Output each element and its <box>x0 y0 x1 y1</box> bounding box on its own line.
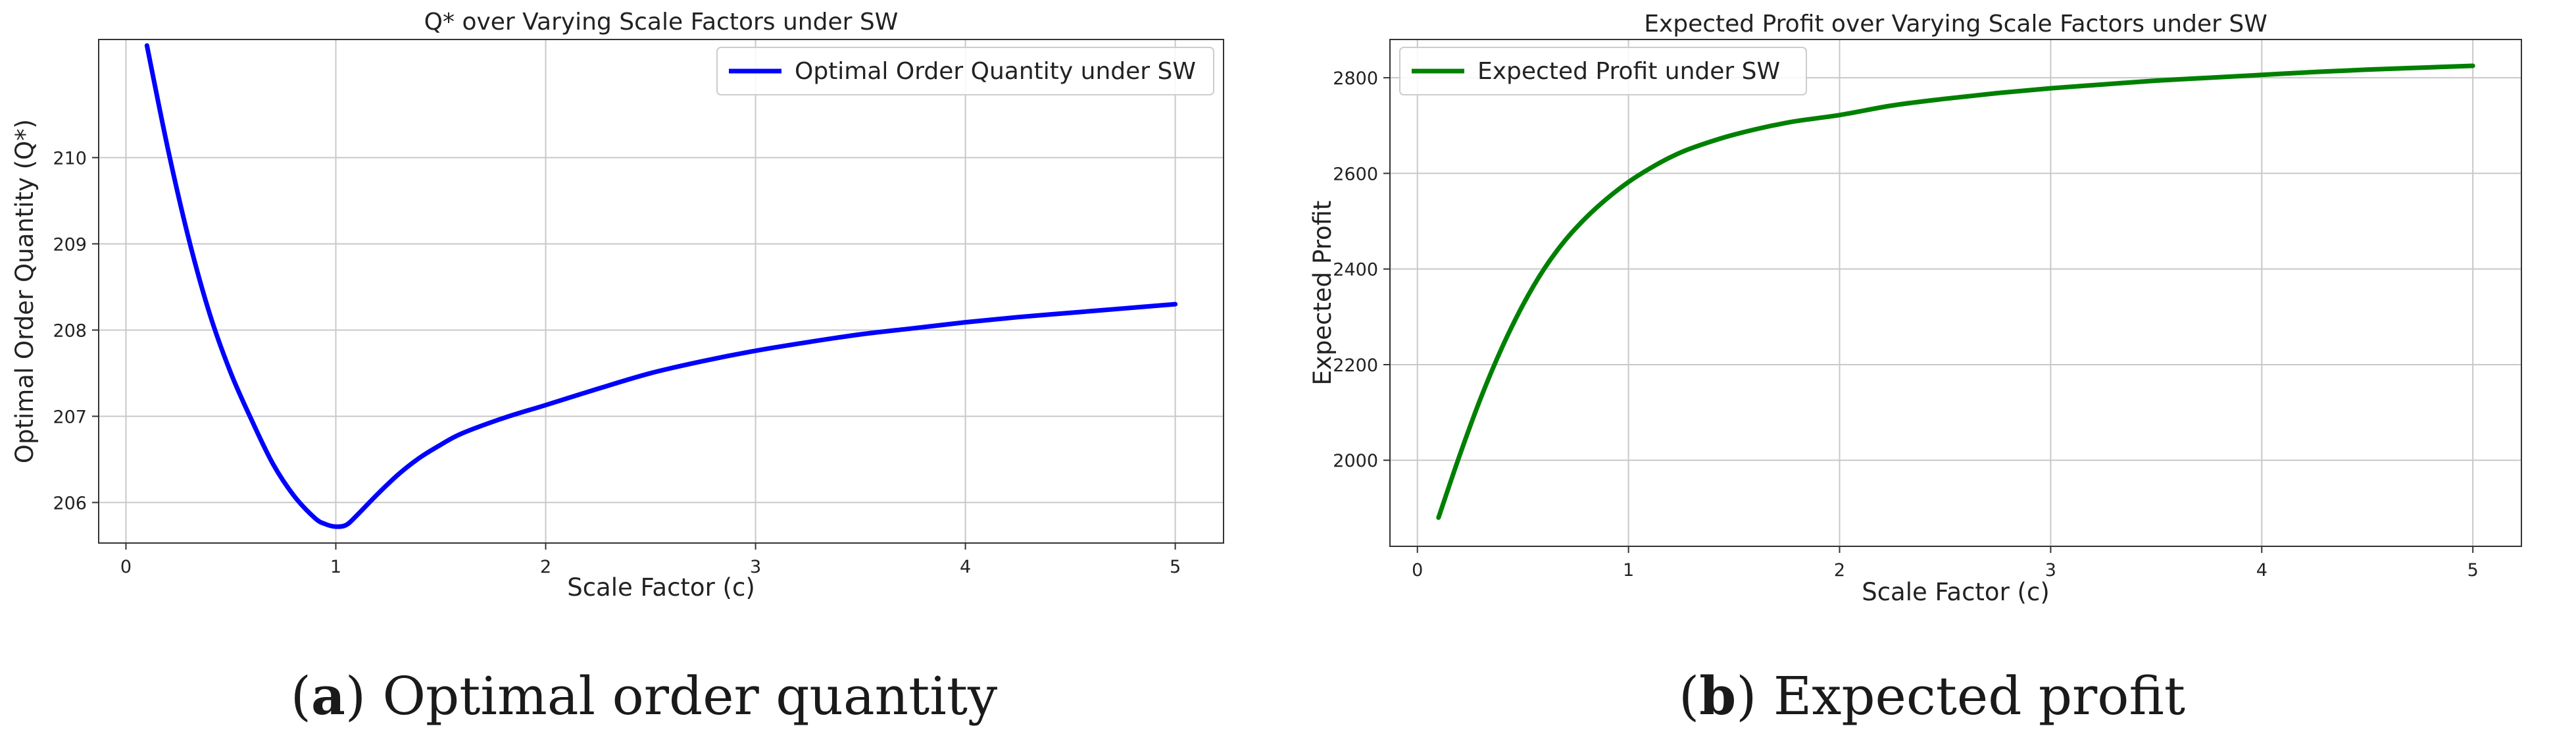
chart-a-legend-label-0: Optimal Order Quantity under SW <box>795 58 1196 85</box>
caption-b-letter: b <box>1699 665 1737 727</box>
chart-a-xtick-label-3: 3 <box>750 557 761 577</box>
chart-a-title: Q* over Varying Scale Factors under SW <box>424 9 899 36</box>
caption-a-letter: a <box>310 665 345 727</box>
caption-b: (b) Expected profit <box>1679 665 2185 727</box>
chart-a-xtick-label-5: 5 <box>1170 557 1181 577</box>
chart-a-frame <box>98 39 1224 544</box>
chart-b-legend <box>1399 47 1807 95</box>
chart-b-xtick-label-5: 5 <box>2467 560 2479 581</box>
chart-a-ytick-label-3: 209 <box>53 234 87 255</box>
chart-b-ytick-label-3: 2600 <box>1333 164 1378 184</box>
chart-a-xtick-label-1: 1 <box>330 557 341 577</box>
chart-a-ylabel: Optimal Order Quantity (Q*) <box>11 119 39 463</box>
chart-a-series-line-0 <box>144 43 1178 529</box>
chart-b-xtick-label-4: 4 <box>2256 560 2267 581</box>
chart-a-ytick-label-1: 207 <box>53 407 87 427</box>
chart-b-legend-label-0: Expected Profit under SW <box>1477 58 1780 85</box>
chart-b-ytick-label-1: 2200 <box>1333 355 1378 376</box>
chart-b-series-line-0 <box>1436 63 2475 520</box>
chart-a-ytick-label-0: 206 <box>53 493 87 513</box>
chart-b-title: Expected Profit over Varying Scale Facto… <box>1644 11 2267 38</box>
chart-b-ylabel: Expected Profit <box>1308 201 1337 386</box>
caption-b-text: Expected profit <box>1773 665 2185 727</box>
caption-a-text: Optimal order quantity <box>382 665 998 727</box>
chart-b-xtick-label-3: 3 <box>2045 560 2056 581</box>
chart-a-xtick-label-2: 2 <box>540 557 551 577</box>
chart-b-xtick-label-0: 0 <box>1412 560 1423 581</box>
chart-b-xtick-label-2: 2 <box>1834 560 1845 581</box>
chart-b-xtick-label-1: 1 <box>1623 560 1634 581</box>
chart-b-frame <box>1389 39 2522 547</box>
chart-b-expected-profit: Expected Profit over Varying Scale Facto… <box>1308 11 2522 606</box>
chart-a-legend <box>716 47 1214 95</box>
panel-b: Expected Profit over Varying Scale Facto… <box>1288 0 2576 753</box>
chart-b-xlabel: Scale Factor (c) <box>1862 578 2050 606</box>
chart-b-ytick-label-4: 2800 <box>1333 68 1378 89</box>
chart-a-xtick-label-0: 0 <box>120 557 132 577</box>
chart-a-xtick-label-4: 4 <box>960 557 971 577</box>
chart-a-ytick-label-4: 210 <box>53 148 87 169</box>
chart-a-ytick-label-2: 208 <box>53 321 87 341</box>
chart-a-optimal-order-quantity: Q* over Varying Scale Factors under SW 0 1… <box>11 9 1224 602</box>
panel-a: Q* over Varying Scale Factors under SW 0 1… <box>11 9 1224 727</box>
chart-a-xlabel: Scale Factor (c) <box>567 573 755 602</box>
caption-a: (a) Optimal order quantity <box>290 665 998 727</box>
chart-b-ytick-label-2: 2400 <box>1333 260 1378 280</box>
chart-b-ytick-label-0: 2000 <box>1333 451 1378 471</box>
